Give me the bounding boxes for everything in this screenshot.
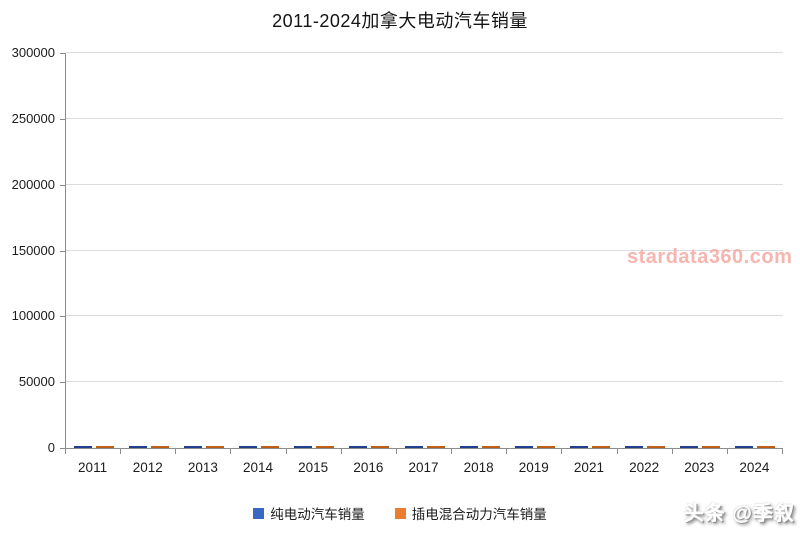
bar-bev-2013 (183, 446, 202, 448)
bar-bev-2015 (294, 446, 313, 448)
watermark: stardata360.com (627, 246, 793, 268)
x-axis-label-2014: 2014 (243, 460, 274, 475)
bar-bev-2022 (625, 446, 644, 448)
chart-title: 2011-2024加拿大电动汽车销量 (272, 11, 528, 31)
legend: 纯电动汽车销量 插电混合动力汽车销量 (0, 503, 800, 523)
x-axis-label-2011: 2011 (78, 460, 108, 475)
x-axis-label-2016: 2016 (353, 460, 384, 475)
x-axis-label-2024: 2024 (739, 460, 770, 475)
bar-bev-2024 (735, 446, 754, 448)
x-axis-tick (120, 449, 122, 454)
x-axis-tick (340, 449, 342, 454)
y-axis-label: 250000 (11, 110, 55, 126)
x-axis-label-2022: 2022 (629, 460, 660, 475)
bar-group-2024 (728, 446, 783, 448)
bar-phev-2021 (591, 446, 610, 448)
legend-label-bev: 纯电动汽车销量 (270, 507, 365, 522)
bar-phev-2014 (261, 446, 280, 448)
bar-phev-2013 (205, 446, 224, 448)
x-axis-label-2017: 2017 (408, 460, 439, 475)
bar-group-2016 (342, 446, 397, 448)
x-axis-tick (671, 449, 673, 454)
x-axis-label-2018: 2018 (463, 460, 494, 475)
x-axis-label-2023: 2023 (684, 460, 715, 475)
x-axis-label-2013: 2013 (187, 460, 218, 475)
x-axis-tick (451, 449, 453, 454)
bar-bev-2014 (239, 446, 258, 448)
grid-line (66, 52, 783, 53)
plot-area (65, 52, 783, 449)
legend-swatch-phev (394, 507, 406, 519)
x-axis-tick (506, 449, 508, 454)
y-axis-label: 50000 (18, 374, 55, 390)
bar-group-2022 (618, 446, 673, 448)
bar-group-2012 (121, 446, 176, 448)
bar-bev-2019 (514, 446, 533, 448)
bar-bev-2017 (404, 446, 423, 448)
x-axis-tick (782, 449, 783, 454)
bar-group-2019 (507, 446, 562, 448)
bar-bev-2012 (128, 446, 147, 448)
grid-line (66, 315, 783, 317)
bar-bev-2023 (680, 446, 699, 448)
bar-group-2013 (176, 446, 231, 448)
y-axis-label: 300000 (11, 45, 55, 60)
bar-bev-2016 (349, 446, 368, 448)
y-axis-label: 100000 (11, 308, 55, 324)
legend-item-bev: 纯电动汽车销量 (253, 503, 365, 523)
bar-phev-2022 (647, 446, 666, 448)
x-axis-label-2021: 2021 (573, 460, 604, 475)
credit-watermark: 头条 @季叙 (683, 503, 795, 525)
x-axis-label-2019: 2019 (518, 460, 549, 475)
bars-layer (66, 53, 783, 448)
x-axis-label-2015: 2015 (298, 460, 329, 475)
y-axis-label: 0 (47, 440, 55, 455)
bar-phev-2018 (481, 446, 500, 448)
bar-bev-2018 (459, 446, 478, 448)
bar-group-2014 (231, 446, 286, 448)
bar-group-2021 (562, 446, 617, 448)
grid-line (66, 381, 783, 383)
legend-label-phev: 插电混合动力汽车销量 (411, 507, 547, 522)
bar-bev-2011 (73, 446, 92, 448)
bar-phev-2019 (536, 446, 555, 448)
bar-group-2015 (287, 446, 342, 448)
legend-item-phev: 插电混合动力汽车销量 (394, 503, 547, 523)
bar-phev-2017 (426, 446, 445, 448)
x-axis-tick (395, 449, 397, 454)
bar-group-2018 (452, 446, 507, 448)
x-axis-label-2012: 2012 (132, 460, 163, 475)
legend-swatch-bev (253, 507, 265, 519)
bar-phev-2012 (150, 446, 169, 448)
x-axis-tick (561, 449, 563, 454)
bar-phev-2015 (316, 446, 335, 448)
grid-layer (66, 52, 783, 448)
bar-group-2017 (397, 446, 452, 448)
grid-line (66, 117, 783, 119)
x-axis-tick (230, 449, 232, 454)
y-axis-label: 200000 (11, 176, 55, 192)
bar-group-2023 (673, 446, 728, 448)
x-axis-tick (616, 449, 618, 454)
bar-phev-2011 (95, 446, 114, 448)
x-axis-tick (726, 449, 728, 454)
x-axis-tick (65, 449, 66, 454)
bar-bev-2021 (569, 446, 588, 448)
bar-group-2011 (66, 446, 121, 448)
bar-phev-2023 (702, 446, 721, 448)
bar-phev-2016 (371, 446, 390, 448)
grid-line (66, 183, 783, 185)
y-axis-label: 150000 (11, 242, 55, 258)
bar-phev-2024 (757, 446, 776, 448)
x-axis-tick (285, 449, 287, 454)
grid-line (66, 249, 783, 251)
x-axis-tick (175, 449, 177, 454)
